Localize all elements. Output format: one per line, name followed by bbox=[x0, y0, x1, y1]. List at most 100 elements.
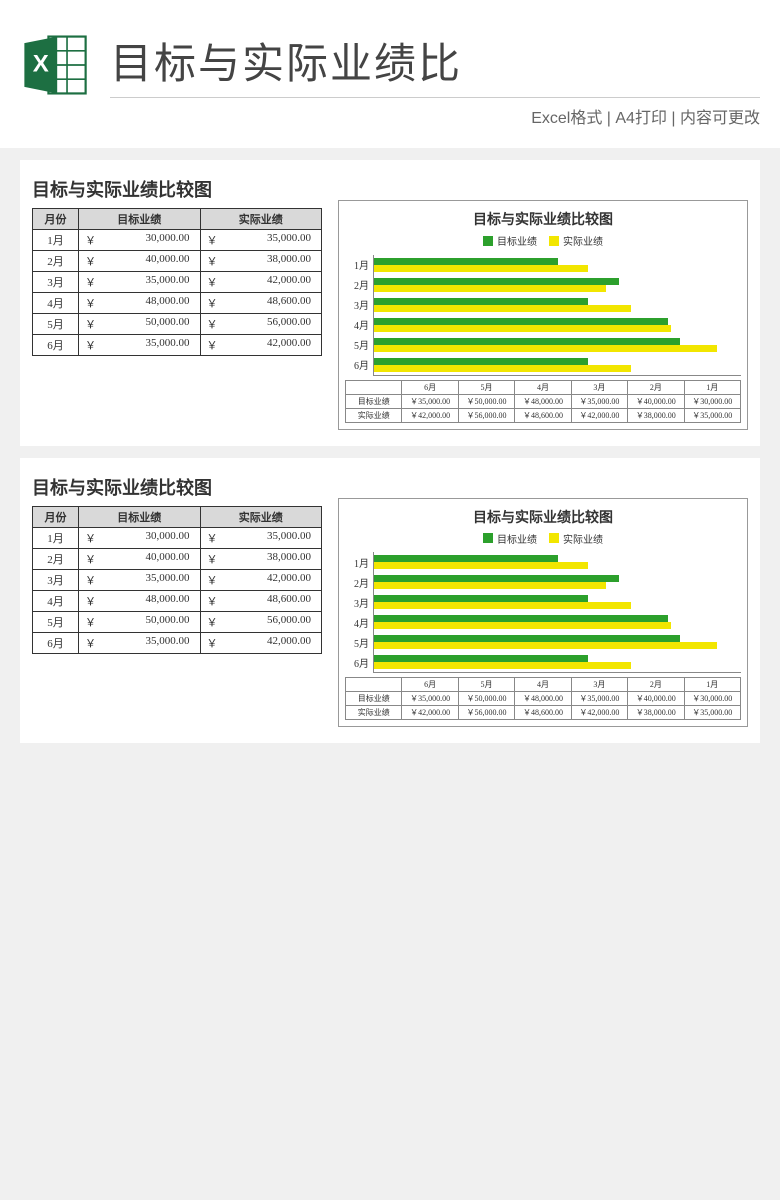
table-row: 4月￥48,000.00￥48,600.00 bbox=[33, 590, 322, 611]
subtitle: Excel格式 | A4打印 | 内容可更改 bbox=[110, 104, 760, 128]
axis-col-header: 2月 bbox=[628, 380, 684, 394]
cell-target: ￥48,000.00 bbox=[79, 590, 201, 611]
content-panel: 目标与实际业绩比较图月份目标业绩实际业绩1月￥30,000.00￥35,000.… bbox=[20, 160, 760, 446]
bar-target bbox=[374, 278, 619, 285]
cell-actual: ￥56,000.00 bbox=[200, 611, 322, 632]
cell-month: 6月 bbox=[33, 335, 79, 356]
cell-target: ￥35,000.00 bbox=[79, 272, 201, 293]
legend-target: 目标业绩 bbox=[483, 531, 537, 546]
data-table: 月份目标业绩实际业绩1月￥30,000.00￥35,000.002月￥40,00… bbox=[32, 208, 322, 356]
header-text: 目标与实际业绩比 Excel格式 | A4打印 | 内容可更改 bbox=[110, 30, 760, 128]
bar-target bbox=[374, 655, 588, 662]
table-row: 2月￥40,000.00￥38,000.00 bbox=[33, 548, 322, 569]
bars-container bbox=[373, 552, 741, 673]
cell-actual: ￥42,000.00 bbox=[200, 632, 322, 653]
axis-col-header: 6月 bbox=[402, 380, 458, 394]
bar-target bbox=[374, 358, 588, 365]
data-table: 月份目标业绩实际业绩1月￥30,000.00￥35,000.002月￥40,00… bbox=[32, 506, 322, 654]
cell-target: ￥35,000.00 bbox=[79, 335, 201, 356]
axis-cell: ￥30,000.00 bbox=[684, 692, 740, 706]
bar-target bbox=[374, 258, 558, 265]
bar-row bbox=[374, 255, 741, 275]
bar-actual bbox=[374, 622, 671, 629]
cell-month: 6月 bbox=[33, 632, 79, 653]
chart-box: 目标与实际业绩比较图目标业绩实际业绩1月2月3月4月5月6月6月5月4月3月2月… bbox=[338, 498, 748, 728]
bar-target bbox=[374, 555, 558, 562]
axis-cell: ￥42,000.00 bbox=[402, 408, 458, 422]
axis-cell: ￥30,000.00 bbox=[684, 394, 740, 408]
axis-col-header: 5月 bbox=[458, 678, 514, 692]
chart-legend: 目标业绩实际业绩 bbox=[345, 233, 741, 249]
table-row: 6月￥35,000.00￥42,000.00 bbox=[33, 632, 322, 653]
axis-col-header: 4月 bbox=[515, 380, 571, 394]
table-header: 实际业绩 bbox=[200, 506, 322, 527]
table-row: 6月￥35,000.00￥42,000.00 bbox=[33, 335, 322, 356]
cell-month: 5月 bbox=[33, 314, 79, 335]
axis-row-header: 目标业绩 bbox=[346, 692, 402, 706]
table-row: 2月￥40,000.00￥38,000.00 bbox=[33, 251, 322, 272]
excel-icon: X bbox=[20, 30, 90, 100]
bar-row bbox=[374, 335, 741, 355]
bar-target bbox=[374, 298, 588, 305]
axis-cell: ￥35,000.00 bbox=[684, 408, 740, 422]
template-header: X 目标与实际业绩比 Excel格式 | A4打印 | 内容可更改 bbox=[0, 0, 780, 148]
table-header: 月份 bbox=[33, 506, 79, 527]
cell-month: 4月 bbox=[33, 293, 79, 314]
cell-actual: ￥42,000.00 bbox=[200, 335, 322, 356]
bar-target bbox=[374, 575, 619, 582]
axis-cell: ￥50,000.00 bbox=[458, 394, 514, 408]
bar-actual bbox=[374, 265, 588, 272]
cell-target: ￥40,000.00 bbox=[79, 251, 201, 272]
axis-data-table: 6月5月4月3月2月1月目标业绩￥35,000.00￥50,000.00￥48,… bbox=[345, 677, 741, 720]
bar-row bbox=[374, 275, 741, 295]
bar-row bbox=[374, 552, 741, 572]
bar-target bbox=[374, 318, 668, 325]
axis-cell: ￥40,000.00 bbox=[628, 692, 684, 706]
table-row: 1月￥30,000.00￥35,000.00 bbox=[33, 230, 322, 251]
cell-month: 4月 bbox=[33, 590, 79, 611]
table-header: 目标业绩 bbox=[79, 209, 201, 230]
table-header: 月份 bbox=[33, 209, 79, 230]
bar-row bbox=[374, 355, 741, 375]
chart-title: 目标与实际业绩比较图 bbox=[345, 209, 741, 229]
axis-row-header: 实际业绩 bbox=[346, 706, 402, 720]
bar-actual bbox=[374, 562, 588, 569]
y-label: 4月 bbox=[345, 612, 373, 632]
bar-actual bbox=[374, 582, 606, 589]
y-label: 3月 bbox=[345, 592, 373, 612]
axis-cell: ￥35,000.00 bbox=[571, 394, 627, 408]
bar-actual bbox=[374, 325, 671, 332]
bar-target bbox=[374, 615, 668, 622]
bar-target bbox=[374, 338, 680, 345]
y-label: 3月 bbox=[345, 295, 373, 315]
bar-actual bbox=[374, 642, 717, 649]
bar-actual bbox=[374, 305, 631, 312]
axis-cell: ￥35,000.00 bbox=[402, 692, 458, 706]
content-panel: 目标与实际业绩比较图月份目标业绩实际业绩1月￥30,000.00￥35,000.… bbox=[20, 458, 760, 744]
chart-box: 目标与实际业绩比较图目标业绩实际业绩1月2月3月4月5月6月6月5月4月3月2月… bbox=[338, 200, 748, 430]
table-row: 3月￥35,000.00￥42,000.00 bbox=[33, 272, 322, 293]
bar-row bbox=[374, 652, 741, 672]
chart-legend: 目标业绩实际业绩 bbox=[345, 531, 741, 547]
svg-text:X: X bbox=[33, 51, 49, 78]
table-row: 5月￥50,000.00￥56,000.00 bbox=[33, 314, 322, 335]
axis-col-header: 3月 bbox=[571, 678, 627, 692]
cell-month: 3月 bbox=[33, 272, 79, 293]
y-label: 4月 bbox=[345, 315, 373, 335]
axis-cell: ￥35,000.00 bbox=[402, 394, 458, 408]
axis-cell: ￥35,000.00 bbox=[571, 692, 627, 706]
cell-actual: ￥35,000.00 bbox=[200, 230, 322, 251]
cell-target: ￥30,000.00 bbox=[79, 527, 201, 548]
y-axis-labels: 1月2月3月4月5月6月 bbox=[345, 552, 373, 673]
cell-actual: ￥48,600.00 bbox=[200, 293, 322, 314]
cell-actual: ￥35,000.00 bbox=[200, 527, 322, 548]
y-label: 6月 bbox=[345, 652, 373, 672]
y-label: 6月 bbox=[345, 355, 373, 375]
table-row: 5月￥50,000.00￥56,000.00 bbox=[33, 611, 322, 632]
axis-cell: ￥48,000.00 bbox=[515, 692, 571, 706]
bar-actual bbox=[374, 662, 631, 669]
bar-row bbox=[374, 592, 741, 612]
y-label: 5月 bbox=[345, 335, 373, 355]
table-row: 1月￥30,000.00￥35,000.00 bbox=[33, 527, 322, 548]
bar-actual bbox=[374, 285, 606, 292]
